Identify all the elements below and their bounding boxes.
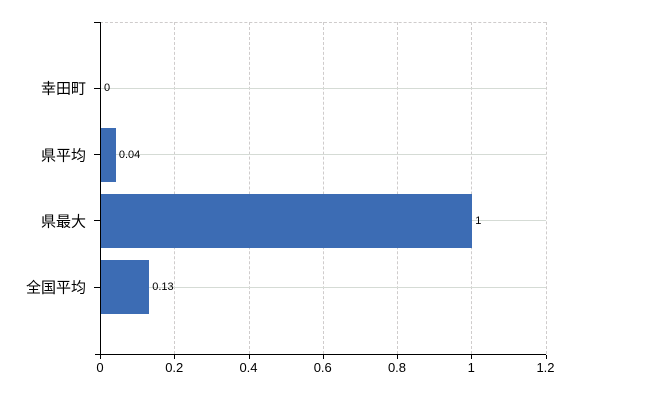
x-axis-line [95,353,546,355]
x-axis-tick [471,354,473,359]
vertical-gridline [322,22,324,354]
chart-bar [101,260,150,315]
horizontal-gridline [100,154,546,156]
x-tick-label: 1.2 [536,359,555,375]
y-axis-tick [94,286,100,288]
vertical-gridline [397,22,398,354]
category-label: 幸田町 [40,80,86,98]
x-tick-label: 0.6 [313,359,332,375]
bar-value-label: 1 [475,214,482,227]
x-axis-tick [100,354,101,359]
vertical-gridline [174,22,176,354]
x-tick-label: 0.4 [239,359,258,375]
y-axis-tick [94,220,100,222]
horizontal-gridline [100,87,546,89]
y-axis-line [100,22,101,357]
category-label: 県平均 [40,147,86,165]
x-tick-label: 0 [96,359,104,375]
bar-value-label: 0.04 [118,148,141,161]
x-tick-label: 0.8 [387,359,407,375]
bar-value-label: 0 [104,82,111,95]
category-label: 全国平均 [25,279,86,297]
horizontal-gridline [100,286,546,288]
x-axis-tick [397,354,398,359]
chart-bar [101,127,116,182]
x-tick-label: 1 [467,359,475,375]
x-axis-tick [248,354,250,359]
vertical-gridline [545,22,547,354]
x-axis-tick [322,354,324,359]
category-label: 県最大 [40,213,86,231]
x-axis-tick [174,354,176,359]
y-axis-tick [94,21,100,23]
bar-value-label: 0.13 [152,281,174,294]
y-axis-tick [94,154,100,156]
y-axis-tick [94,87,100,89]
x-tick-label: 0.2 [165,359,184,375]
vertical-gridline [471,22,473,354]
vertical-gridline [248,22,250,354]
x-axis-tick [545,354,547,359]
plot-border-top [100,22,546,23]
chart-bar [101,193,473,248]
